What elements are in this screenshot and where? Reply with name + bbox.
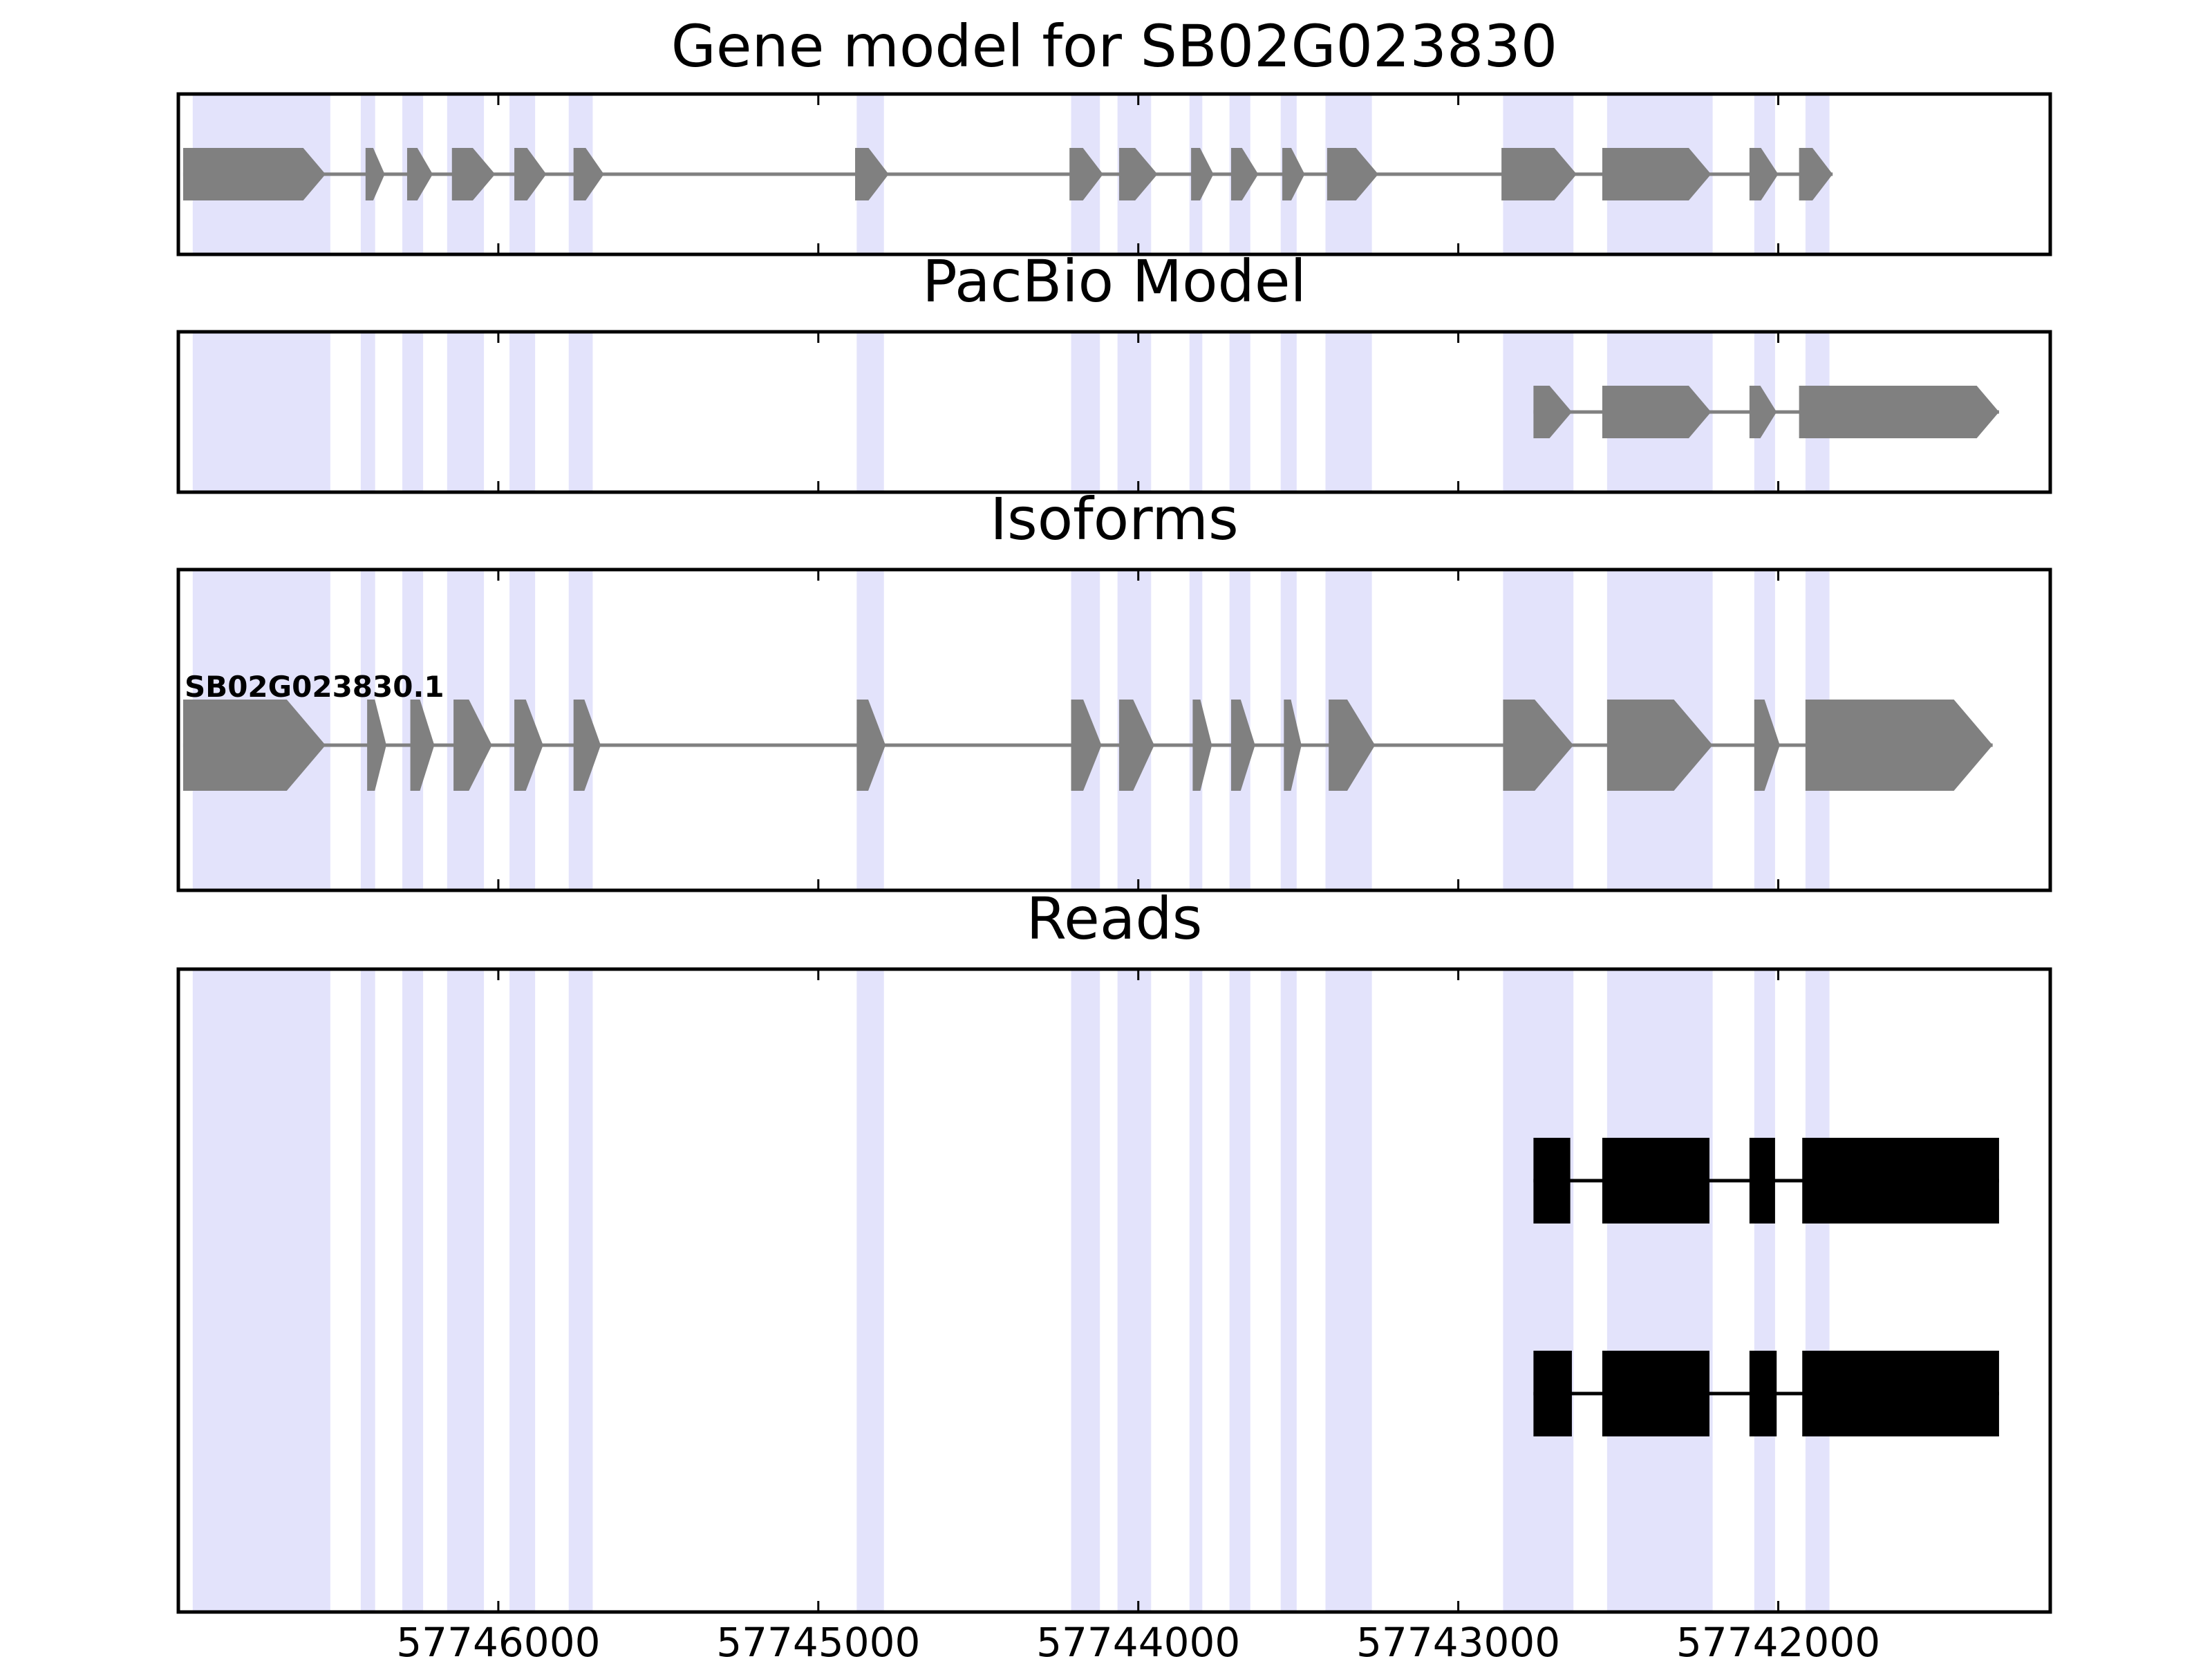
highlight-band <box>1503 969 1574 1612</box>
exon-arrow <box>1282 148 1305 200</box>
highlight-band <box>192 969 330 1612</box>
highlight-band <box>1229 332 1250 492</box>
exon-arrow <box>453 700 492 791</box>
exon-arrow <box>365 148 385 200</box>
highlight-band <box>568 332 593 492</box>
read-block <box>1602 1138 1710 1224</box>
exon-arrow <box>1230 700 1255 791</box>
exon-arrow <box>1118 148 1158 200</box>
exon-arrow <box>410 700 435 791</box>
exon-arrow <box>1071 700 1102 791</box>
read-block <box>1749 1138 1775 1224</box>
exon-arrow <box>1284 700 1302 791</box>
highlight-band <box>1071 332 1100 492</box>
highlight-band <box>1189 332 1203 492</box>
highlight-band <box>1117 969 1152 1612</box>
exon-arrow <box>406 148 433 200</box>
highlight-band <box>402 969 424 1612</box>
highlight-band <box>1229 969 1250 1612</box>
exon-arrow <box>855 148 889 200</box>
read-block <box>1802 1351 1999 1436</box>
highlight-band <box>1117 332 1152 492</box>
exon-arrow <box>367 700 386 791</box>
panel-frame <box>176 330 2052 494</box>
highlight-band <box>509 969 536 1612</box>
exon-arrow <box>1191 148 1214 200</box>
exon-arrow <box>1799 148 1833 200</box>
panel-frame <box>176 967 2052 1614</box>
panel-title: Isoforms <box>990 485 1239 553</box>
x-tick-label: 57744000 <box>1036 1619 1240 1659</box>
exon-arrow <box>1749 148 1779 200</box>
highlight-band <box>1325 969 1372 1612</box>
exon-arrow <box>1118 700 1154 791</box>
exon-arrow <box>1749 386 1777 438</box>
panel-frame <box>176 92 2052 256</box>
exon-arrow <box>1501 148 1577 200</box>
x-tick-label: 57743000 <box>1356 1619 1560 1659</box>
exon-arrow <box>1805 700 1993 791</box>
panel-title: Reads <box>1027 885 1203 953</box>
highlight-band <box>1325 332 1372 492</box>
highlight-band <box>360 332 375 492</box>
panel-title: Gene model for SB02G023830 <box>671 12 1557 80</box>
exon-arrow <box>1606 700 1713 791</box>
exon-arrow <box>1327 148 1378 200</box>
highlight-band <box>856 332 884 492</box>
highlight-band <box>402 332 424 492</box>
x-tick-label: 57742000 <box>1676 1619 1880 1659</box>
exon-arrow <box>1192 700 1212 791</box>
exon-arrow <box>1230 148 1259 200</box>
read-block <box>1802 1138 1999 1224</box>
highlight-band <box>1754 969 1775 1612</box>
exon-arrow <box>856 700 886 791</box>
highlight-band <box>1805 969 1830 1612</box>
exon-arrow <box>1602 148 1712 200</box>
highlight-band <box>447 332 485 492</box>
exon-arrow <box>1799 386 1999 438</box>
exon-arrow <box>573 700 601 791</box>
exon-arrow <box>1533 386 1572 438</box>
read-block <box>1602 1351 1710 1436</box>
highlight-band <box>509 332 536 492</box>
panel-title: PacBio Model <box>922 247 1306 315</box>
exon-arrow <box>451 148 496 200</box>
highlight-band <box>1280 969 1297 1612</box>
exon-arrow <box>1602 386 1712 438</box>
x-tick-label: 57745000 <box>716 1619 920 1659</box>
highlight-band <box>1189 969 1203 1612</box>
x-tick-label: 57746000 <box>396 1619 600 1659</box>
highlight-band <box>447 969 485 1612</box>
exon-arrow <box>182 148 326 200</box>
highlight-band <box>360 969 375 1612</box>
highlight-band <box>856 969 884 1612</box>
highlight-band <box>568 969 593 1612</box>
exon-arrow <box>514 148 547 200</box>
highlight-band <box>1071 969 1100 1612</box>
exon-arrow <box>514 700 543 791</box>
read-block <box>1533 1351 1572 1436</box>
exon-arrow <box>1503 700 1574 791</box>
highlight-band <box>1280 332 1297 492</box>
highlight-band <box>192 332 330 492</box>
read-block <box>1533 1138 1571 1224</box>
exon-arrow <box>573 148 604 200</box>
exon-arrow <box>1754 700 1780 791</box>
exon-arrow <box>182 700 326 791</box>
exon-arrow <box>1329 700 1376 791</box>
panel-frame <box>176 568 2052 892</box>
isoform-label: SB02G023830.1 <box>185 670 444 704</box>
read-block <box>1749 1351 1777 1436</box>
highlight-band <box>1606 969 1713 1612</box>
exon-arrow <box>1069 148 1103 200</box>
